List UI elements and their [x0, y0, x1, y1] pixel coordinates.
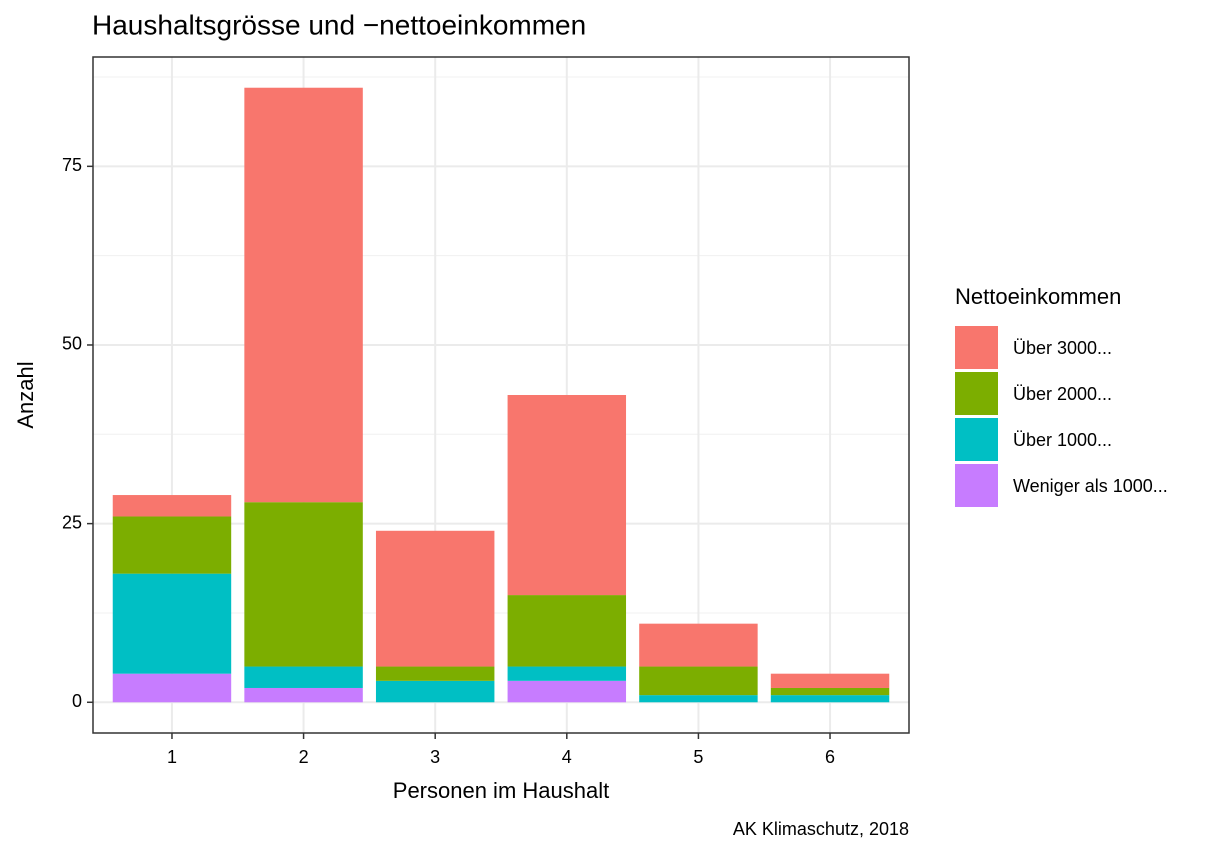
x-tick-label: 6 [825, 747, 835, 767]
bar-segment [244, 666, 363, 688]
y-tick-label: 75 [62, 155, 82, 175]
bar-segment [112, 573, 232, 674]
legend-title: Nettoeinkommen [955, 284, 1121, 309]
bar-segment [112, 516, 232, 574]
caption: AK Klimaschutz, 2018 [733, 819, 909, 839]
legend-label: Über 3000... [1013, 338, 1112, 358]
bar-segment [770, 673, 890, 688]
bar-segment [507, 666, 627, 681]
legend-label: Über 1000... [1013, 430, 1112, 450]
bar-segment [507, 680, 627, 703]
bar-segment [244, 502, 363, 667]
bar-segment [507, 595, 627, 667]
bar-segment [244, 687, 363, 703]
bar-segment [375, 530, 495, 667]
y-tick-label: 25 [62, 512, 82, 532]
legend-swatch [955, 464, 998, 507]
bar-segment [507, 395, 627, 596]
legend-label: Über 2000... [1013, 384, 1112, 404]
bar-segment [112, 673, 232, 703]
bar-segment [770, 687, 890, 696]
bar-segment [244, 87, 363, 503]
x-tick-label: 4 [562, 747, 572, 767]
bar-segment [375, 680, 495, 703]
legend-label: Weniger als 1000... [1013, 476, 1168, 496]
bar-segment [639, 623, 758, 667]
bar-segment [770, 695, 890, 703]
bar-segment [639, 666, 758, 696]
plot-border [92, 56, 910, 734]
legend-swatch [955, 326, 998, 369]
chart-title: Haushaltsgrösse und −nettoeinkommen [92, 9, 586, 40]
y-tick-label: 0 [72, 691, 82, 711]
x-tick-label: 1 [167, 747, 177, 767]
x-tick-label: 3 [430, 747, 440, 767]
x-tick-label: 2 [299, 747, 309, 767]
y-axis-label: Anzahl [13, 361, 38, 428]
y-tick-label: 50 [62, 334, 82, 354]
bar-segment [639, 695, 758, 703]
bar-segment [112, 495, 232, 517]
x-axis-label: Personen im Haushalt [393, 778, 609, 803]
x-tick-label: 5 [693, 747, 703, 767]
legend-swatch [955, 372, 998, 415]
legend-swatch [955, 418, 998, 461]
bar-segment [375, 666, 495, 681]
